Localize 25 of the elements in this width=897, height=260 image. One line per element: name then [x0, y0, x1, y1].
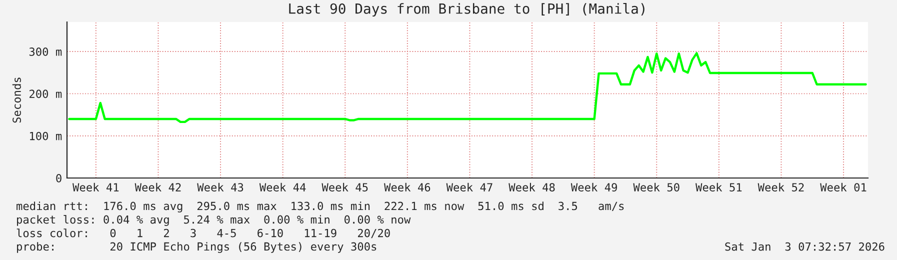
text: probe: 20 ICMP Echo Pings (56 Bytes) every 300s	[17, 242, 376, 253]
text: median rtt: 176.0 ms avg 295.0 ms max 133.0 ms min 222.1 ms now 51.0 ms sd 3.5 am/s	[16, 202, 624, 212]
y-axis-title: Seconds	[12, 78, 21, 123]
x-tick-label: Week 47	[446, 182, 492, 192]
y-tick-label: 100 m	[30, 132, 62, 140]
x-tick-label: Week 46	[384, 182, 430, 192]
chart-title: Last 90 Days from Brisbane to [PH] (Manila)	[289, 3, 644, 17]
x-tick-label: Week 52	[758, 182, 804, 192]
x-tick-label: Week 48	[508, 182, 555, 192]
y-tick-label: 200 m	[30, 90, 62, 98]
x-tick-label: Week 41	[72, 182, 119, 192]
y-tick-label: 0	[56, 174, 62, 182]
text: loss color: 0 1 2 3 4-5 6-10 11-19 20/20	[16, 228, 390, 238]
x-tick-label: Week 49	[570, 182, 617, 192]
y-tick-label: 300 m	[29, 48, 62, 56]
x-tick-label: Week 43	[197, 182, 244, 192]
x-tick-label: Week 44	[259, 182, 306, 192]
x-tick-label: Week 50	[633, 182, 680, 192]
line-series	[68, 52, 867, 124]
text: Sat Jan 3 07:32:57 2026	[725, 242, 884, 251]
x-tick-label: Week 51	[696, 182, 742, 192]
x-tick-label: Week 01	[820, 182, 866, 192]
x-tick-label: Week 42	[134, 182, 181, 192]
text: packet loss: 0.04 % avg 5.24 % max 0.00 % min 0.00 % now	[17, 215, 411, 226]
x-tick-label: Week 45	[322, 182, 368, 192]
